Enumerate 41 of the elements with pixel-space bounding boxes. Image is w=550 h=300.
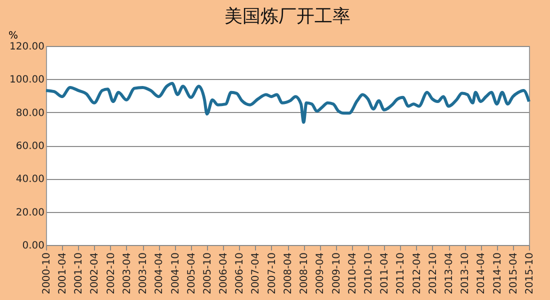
x-tick-label: 2012-04 xyxy=(412,252,423,294)
x-tick-label: 2015-04 xyxy=(508,252,520,294)
y-tick-label: 20.00 xyxy=(16,207,44,218)
x-tick-label: 2011-10 xyxy=(396,252,407,294)
x-tick-label: 2014-10 xyxy=(492,252,504,294)
y-tick-label: 0.00 xyxy=(22,240,44,252)
x-tick-label: 2010-04 xyxy=(347,252,358,294)
x-tick-label: 2010-10 xyxy=(364,252,374,294)
x-tick-label: 2004-04 xyxy=(154,252,166,294)
y-tick-label: 40.00 xyxy=(16,174,44,186)
x-tick-label: 2005-04 xyxy=(186,252,198,294)
y-tick-label: 80.00 xyxy=(16,108,44,119)
x-tick-label: 2009-04 xyxy=(315,252,326,294)
x-tick-label: 2006-10 xyxy=(234,252,246,294)
y-axis-title: % xyxy=(8,30,18,42)
x-tick-label: 2015-10 xyxy=(524,252,536,294)
x-tick-label: 2000-10 xyxy=(42,252,52,294)
x-tick-label: 2008-04 xyxy=(283,252,294,294)
x-tick-label: 2005-10 xyxy=(202,252,214,294)
x-tick-label: 2002-10 xyxy=(106,252,117,294)
line-series xyxy=(44,82,530,124)
x-tick-label: 2001-04 xyxy=(58,252,69,294)
y-tick-label: 100.00 xyxy=(10,74,44,86)
x-tick-label: 2007-10 xyxy=(266,252,278,294)
x-tick-label: 2003-10 xyxy=(138,252,150,294)
x-tick-label: 2008-10 xyxy=(299,252,310,294)
x-tick-label: 2011-04 xyxy=(380,252,391,294)
x-tick-label: 2013-04 xyxy=(444,252,455,294)
y-tick-label: 120.00 xyxy=(10,42,44,52)
x-tick-label: 2014-04 xyxy=(476,252,488,294)
x-tick-label: 2004-10 xyxy=(170,252,182,294)
x-tick-label: 2002-04 xyxy=(90,252,101,294)
x-tick-label: 2013-10 xyxy=(460,252,472,294)
x-tick-label: 2006-04 xyxy=(218,252,230,294)
x-tick-label: 2003-04 xyxy=(122,252,133,294)
x-tick-label: 2001-10 xyxy=(74,252,85,294)
y-tick-label: 60.00 xyxy=(16,141,44,152)
x-tick-label: 2009-10 xyxy=(331,252,342,294)
x-tick-label: 2007-04 xyxy=(250,252,262,294)
x-tick-label: 2012-10 xyxy=(428,252,439,294)
chart-title: 美国炼厂开工率 xyxy=(224,6,350,27)
